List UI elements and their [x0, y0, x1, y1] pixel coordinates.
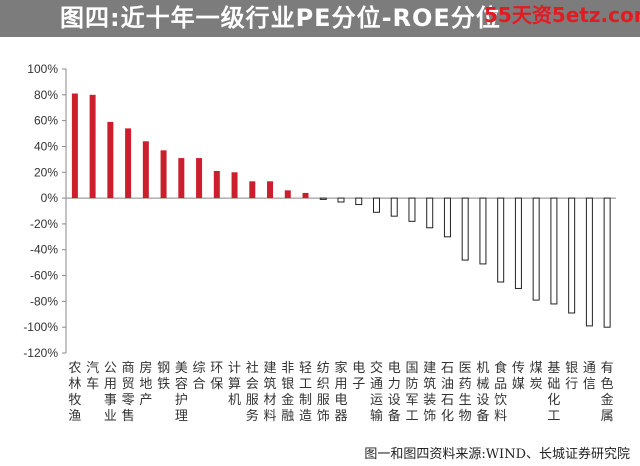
x-category-label: 食品饮料 [494, 360, 507, 424]
y-tick-label: -40% [30, 243, 58, 257]
bar-传媒 [514, 197, 522, 289]
y-tick-label: 40% [34, 139, 58, 153]
x-category-label: 基础化工 [547, 361, 560, 424]
bar-社会服务 [249, 181, 256, 199]
x-category-label: 商贸零售 [122, 361, 135, 424]
x-category-label: 建筑材料 [264, 361, 277, 424]
bar-食品饮料 [497, 197, 505, 283]
bar-机械设备 [479, 197, 487, 265]
x-category-label: 石油石化 [441, 361, 454, 424]
y-tick-label: 0% [41, 191, 59, 205]
x-category-label: 纺织服饰 [317, 361, 330, 424]
bar-轻工制造 [302, 192, 309, 199]
x-category-label: 钢铁 [157, 361, 170, 392]
x-category-label: 煤炭 [530, 361, 543, 392]
title-banner: 图四:近十年一级行业PE分位-ROE分位 [0, 0, 640, 37]
x-category-label: 电力设备 [388, 361, 401, 424]
bar-农林牧渔 [71, 93, 78, 199]
bar-有色金属 [603, 197, 611, 328]
y-tick-label: -120% [23, 346, 58, 360]
bar-石油石化 [443, 197, 451, 238]
watermark-text: 55天资5etz.com [484, 3, 640, 27]
y-tick-label: -80% [30, 294, 58, 308]
bar-纺织服饰 [319, 197, 327, 200]
bar-综合 [196, 158, 203, 199]
bar-chart: 100% 80% 60% 40% 20% 0% -20% -40% -60% -80% -100% -… [23, 62, 616, 424]
chart-title: 图四:近十年一级行业PE分位-ROE分位 [60, 4, 501, 32]
x-category-label: 房地产 [139, 360, 152, 408]
x-category-label: 非银金融 [281, 361, 294, 424]
x-category-label: 传媒 [512, 361, 525, 392]
bar-煤炭 [532, 197, 540, 301]
bar-美容护理 [178, 158, 185, 199]
bar-电子 [355, 197, 363, 206]
bar-电力设备 [390, 197, 398, 217]
x-category-label: 国防军工 [405, 361, 418, 424]
x-category-label: 综合 [193, 361, 206, 392]
x-category-label: 环保 [210, 361, 223, 392]
bar-银行 [568, 197, 576, 314]
x-category-label: 通信 [583, 361, 596, 392]
y-tick-label: -20% [30, 217, 58, 231]
x-category-label: 轻工制造 [299, 361, 312, 424]
bar-计算机 [231, 172, 238, 199]
bar-建筑材料 [267, 181, 274, 199]
x-category-label: 电子 [352, 361, 365, 392]
y-tick-label: 100% [27, 62, 58, 76]
y-tick-label: -60% [30, 269, 58, 283]
source-note: 图一和图四资料来源:WIND、长城证券研究院 [364, 447, 630, 462]
x-category-label: 美容护理 [175, 361, 188, 424]
x-category-label: 计算机 [228, 361, 241, 408]
bar-建筑装饰 [426, 197, 434, 229]
bar-商贸零售 [125, 128, 132, 199]
bar-通信 [585, 197, 593, 327]
bar-医药生物 [461, 197, 469, 261]
x-category-label: 医药生物 [459, 361, 472, 424]
x-category-label: 建筑装饰 [423, 361, 436, 424]
bar-汽车 [89, 94, 96, 199]
x-category-label: 公用事业 [104, 361, 117, 424]
bar-非银金融 [284, 190, 291, 199]
bar-房地产 [142, 141, 149, 199]
x-category-label: 家用电器 [334, 360, 347, 424]
bar-交通运输 [372, 197, 380, 213]
bar-国防军工 [408, 197, 416, 222]
bar-钢铁 [160, 150, 167, 199]
x-category-label: 农林牧渔 [68, 361, 81, 424]
x-category-label: 汽车 [86, 361, 99, 392]
bar-基础化工 [550, 197, 558, 305]
y-tick-label: 80% [34, 88, 58, 102]
x-category-label: 有色金属 [601, 361, 614, 424]
bar-环保 [213, 170, 220, 199]
x-category-label: 银行 [565, 361, 578, 392]
x-category-label: 机械设备 [476, 361, 489, 424]
bar-公用事业 [107, 121, 114, 199]
x-category-label: 交通运输 [370, 360, 383, 424]
x-category-label: 社会服务 [246, 360, 259, 424]
bar-家用电器 [337, 197, 345, 203]
y-tick-label: -100% [23, 320, 58, 334]
y-tick-label: 20% [34, 165, 58, 179]
y-tick-label: 60% [34, 114, 58, 128]
